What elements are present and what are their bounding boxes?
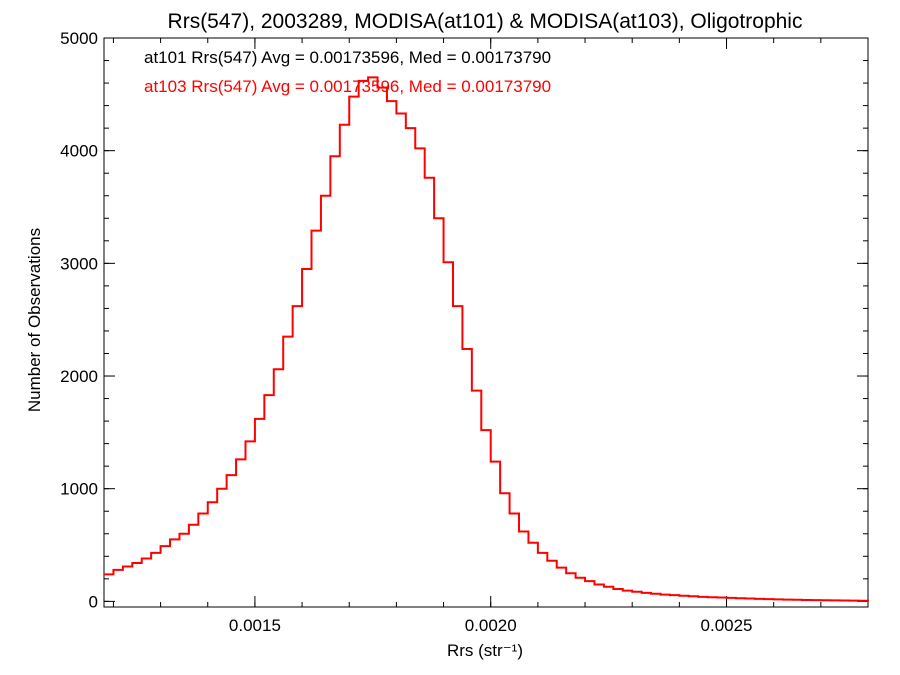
y-tick-label: 2000 — [60, 367, 98, 386]
y-axis-label: Number of Observations — [25, 228, 44, 412]
y-tick-label: 4000 — [60, 142, 98, 161]
x-axis-label: Rrs (str⁻¹) — [447, 641, 523, 660]
histogram-series-line — [104, 76, 869, 602]
x-tick-label: 0.0025 — [701, 616, 753, 635]
y-tick-label: 1000 — [60, 480, 98, 499]
plot-area: 0.0015 0.0020 0.0025 0 1000 2000 3000 4000 5000 a… — [60, 29, 869, 635]
chart-title: Rrs(547), 2003289, MODISA(at101) & MODIS… — [168, 10, 803, 33]
x-tick-label: 0.0020 — [465, 616, 517, 635]
x-tick-label: 0.0015 — [229, 616, 281, 635]
y-tick-label: 3000 — [60, 254, 98, 273]
stats-annotation: at103 Rrs(547) Avg = 0.00173596, Med = 0… — [144, 77, 551, 96]
y-tick-label: 0 — [89, 592, 98, 611]
stats-annotation: at101 Rrs(547) Avg = 0.00173596, Med = 0… — [144, 48, 551, 67]
plot-frame — [103, 37, 869, 608]
y-tick-label: 5000 — [60, 29, 98, 48]
